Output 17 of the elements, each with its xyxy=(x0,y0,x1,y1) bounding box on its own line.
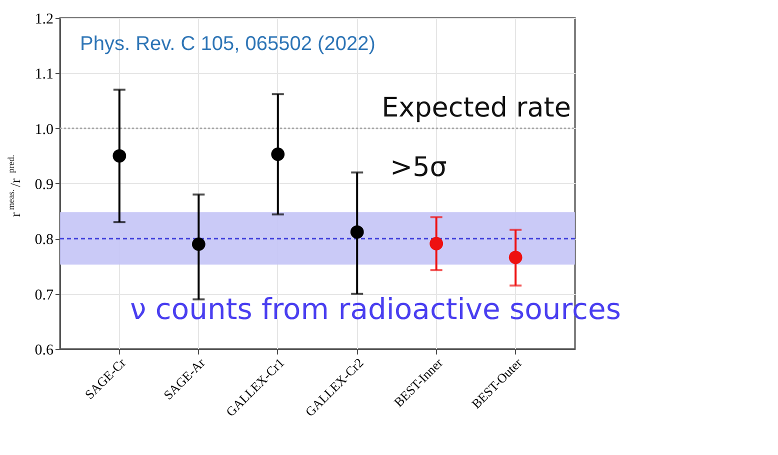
y-tick-label: 1.2 xyxy=(34,12,54,28)
point xyxy=(508,250,522,264)
y-tick-label: 0.9 xyxy=(34,177,54,193)
y-tick-label: 0.6 xyxy=(34,342,54,358)
point xyxy=(271,148,285,161)
point xyxy=(350,225,364,239)
point xyxy=(112,149,126,163)
point xyxy=(430,236,444,250)
annotation: >5σ xyxy=(390,152,447,183)
point xyxy=(192,237,206,251)
y-tick-label: 1.1 xyxy=(34,66,54,83)
y-tick-label: 0.7 xyxy=(34,287,54,304)
annotation: Phys. Rev. C 105, 065502 (2022) xyxy=(80,33,376,55)
ref-line-label: Expected rate xyxy=(382,92,571,124)
y-tick-label: 1.0 xyxy=(34,122,54,138)
y-tick-label: 0.8 xyxy=(34,232,54,248)
y-axis-title: rmeas./rpred. xyxy=(6,154,24,217)
